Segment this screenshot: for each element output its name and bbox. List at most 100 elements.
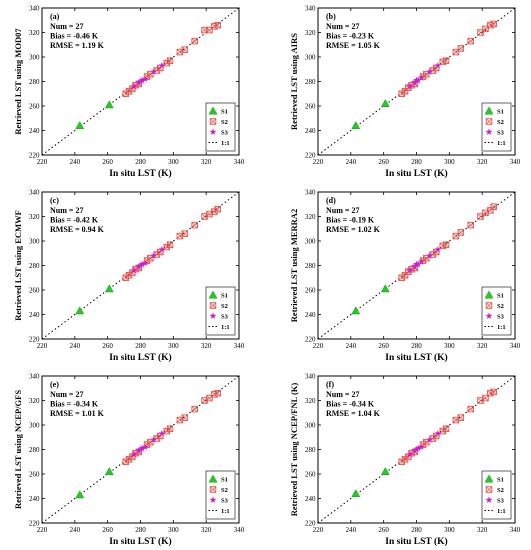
point-S2 <box>467 37 474 45</box>
point-S2 <box>191 37 198 45</box>
legend-label: S2 <box>221 487 228 494</box>
point-S3 <box>414 260 422 268</box>
point-S3 <box>434 61 442 69</box>
legend-label: S3 <box>221 314 229 321</box>
legend-marker-S2 <box>209 302 217 309</box>
y-tick-label: 320 <box>29 29 40 37</box>
point-S1 <box>380 467 390 475</box>
x-tick-label: 280 <box>411 158 422 166</box>
stats-line: Num = 27 <box>326 390 359 399</box>
x-tick-label: 300 <box>444 342 455 350</box>
legend-marker-S1 <box>208 106 218 115</box>
point-S1 <box>104 100 114 109</box>
legend-marker-S2 <box>209 118 217 125</box>
point-S3 <box>434 245 442 253</box>
y-tick-label: 280 <box>305 78 316 86</box>
point-S3 <box>158 245 166 253</box>
stats-line: Num = 27 <box>50 390 83 399</box>
y-tick-label: 240 <box>29 311 40 319</box>
one-to-one-line <box>317 7 516 156</box>
legend-label: 1:1 <box>221 140 230 147</box>
x-tick-label: 300 <box>444 526 455 534</box>
point-S3 <box>418 443 425 450</box>
y-tick-label: 260 <box>305 286 316 294</box>
legend-marker-S1 <box>208 474 218 483</box>
stats-line: Num = 27 <box>50 206 83 215</box>
y-tick-label: 280 <box>305 262 316 270</box>
point-S3 <box>135 447 143 454</box>
legend-marker-S3 <box>209 312 217 319</box>
panel-label: (d) <box>326 196 336 205</box>
stats-line: Bias = -0.46 K <box>50 32 99 41</box>
y-tick-label: 300 <box>305 237 316 245</box>
point-S3 <box>137 77 144 85</box>
point-S3 <box>434 429 442 437</box>
x-tick-label: 240 <box>346 526 357 534</box>
x-tick-label: 340 <box>234 526 245 534</box>
y-tick-label: 300 <box>29 53 40 61</box>
point-S3 <box>142 259 149 266</box>
legend-label: S2 <box>221 119 228 126</box>
legend-marker-S1 <box>484 106 494 115</box>
y-tick-label: 320 <box>305 213 316 221</box>
one-to-one-line <box>317 375 516 524</box>
point-S3 <box>138 260 146 268</box>
point-S3 <box>138 76 146 84</box>
point-S2 <box>490 388 497 396</box>
x-tick-label: 320 <box>201 526 212 534</box>
point-S3 <box>411 447 419 454</box>
y-tick-label: 320 <box>29 397 40 405</box>
x-tick-label: 260 <box>102 526 113 534</box>
y-tick-label: 300 <box>305 421 316 429</box>
legend: S1 S2 S3 1:1 <box>205 286 236 336</box>
one-to-one-line <box>317 191 516 340</box>
point-S1 <box>380 99 390 107</box>
stats-line: RMSE = 1.01 K <box>50 409 105 418</box>
y-axis-label: Retrieved LST using AIRS <box>289 33 299 130</box>
legend-label: S3 <box>497 130 505 137</box>
legend: S1 S2 S3 1:1 <box>481 286 512 336</box>
point-S2 <box>181 230 189 237</box>
y-axis-label: Retrieved LST using ECMWF <box>13 210 23 321</box>
legend-marker-S3 <box>209 128 217 135</box>
point-S2 <box>457 414 465 421</box>
point-S3 <box>426 252 434 259</box>
point-S2 <box>214 389 221 397</box>
y-tick-label: 220 <box>305 519 316 527</box>
x-tick-label: 280 <box>135 342 146 350</box>
y-axis-label: Retrieved LST using NCEP/FNL (K) <box>289 383 299 517</box>
y-tick-label: 240 <box>29 495 40 503</box>
x-tick-label: 220 <box>313 342 324 350</box>
point-S2 <box>442 241 450 248</box>
panel-label: (e) <box>50 380 59 389</box>
y-tick-label: 220 <box>29 335 40 343</box>
legend-label: S2 <box>497 487 504 494</box>
legend-marker-S3 <box>209 496 217 503</box>
x-tick-label: 300 <box>168 526 179 534</box>
legend-label: S2 <box>221 303 228 310</box>
point-S3 <box>130 266 138 274</box>
y-tick-label: 260 <box>305 470 316 478</box>
legend-label: S1 <box>221 293 228 300</box>
point-S1 <box>75 306 85 315</box>
panel-label: (c) <box>50 196 59 205</box>
legend-label: S1 <box>221 477 228 484</box>
point-S2 <box>477 29 484 36</box>
x-tick-label: 280 <box>411 342 422 350</box>
x-axis-label: In situ LST (K) <box>385 536 447 547</box>
y-tick-label: 220 <box>29 151 40 159</box>
point-S2 <box>181 414 189 421</box>
legend-label: 1:1 <box>221 508 230 515</box>
y-tick-label: 340 <box>305 372 316 380</box>
y-tick-label: 300 <box>305 53 316 61</box>
y-tick-label: 280 <box>29 78 40 86</box>
x-tick-label: 260 <box>378 342 389 350</box>
x-tick-label: 340 <box>510 342 521 350</box>
point-S3 <box>414 444 422 452</box>
point-S1 <box>351 306 361 315</box>
x-tick-label: 220 <box>313 158 324 166</box>
stats-line: RMSE = 1.04 K <box>326 409 381 418</box>
point-S3 <box>135 263 143 270</box>
x-axis-label: In situ LST (K) <box>109 536 171 547</box>
legend-marker-S2 <box>485 486 493 493</box>
